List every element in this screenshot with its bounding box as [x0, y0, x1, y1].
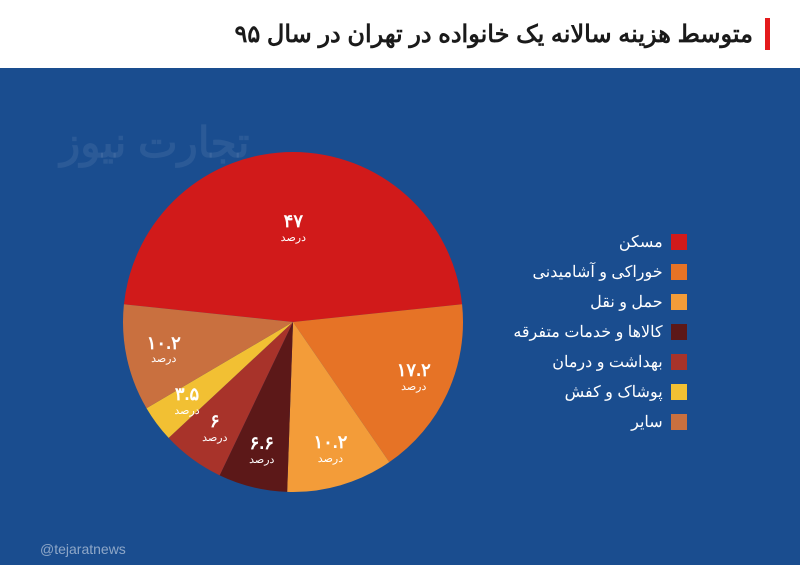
slice-value: ۴۷	[281, 212, 306, 232]
slice-label: ۴۷درصد	[281, 212, 306, 244]
legend-label: سایر	[631, 412, 663, 432]
legend-item: کالاها و خدمات متفرقه	[513, 322, 686, 342]
header: متوسط هزینه سالانه یک خانواده در تهران د…	[0, 0, 800, 68]
slice-value: ۱۰.۲	[147, 334, 181, 354]
pie-svg	[113, 142, 473, 502]
slice-value: ۱۷.۲	[397, 361, 431, 381]
legend-swatch	[671, 264, 687, 280]
slice-label: ۱۰.۲درصد	[147, 334, 181, 366]
slice-label: ۱۰.۲درصد	[313, 433, 347, 465]
legend: مسکن خوراکی و آشامیدنی حمل و نقل کالاها و خ…	[513, 212, 686, 432]
slice-label: ۶.۶درصد	[249, 434, 274, 466]
legend-label: خوراکی و آشامیدنی	[532, 262, 662, 282]
chart-container: مسکن خوراکی و آشامیدنی حمل و نقل کالاها و خ…	[40, 98, 760, 545]
chart-area: تجارت نیوز مسکنخوراکی و آشامیدنیحمل و نق…	[0, 68, 800, 565]
slice-unit: درصد	[397, 381, 431, 393]
legend-label: مسکن	[619, 232, 663, 252]
slice-unit: درصد	[281, 232, 306, 244]
legend-item: سایر	[513, 412, 686, 432]
slice-unit: درصد	[249, 454, 274, 466]
legend-label: حمل و نقل	[590, 292, 663, 312]
legend-item: حمل و نقل	[513, 292, 686, 312]
legend-label: پوشاک و کفش	[565, 382, 663, 402]
slice-value: ۳.۵	[174, 385, 199, 405]
legend-item: خوراکی و آشامیدنی	[513, 262, 686, 282]
legend-swatch	[671, 384, 687, 400]
legend-swatch	[671, 414, 687, 430]
slice-value: ۱۰.۲	[313, 433, 347, 453]
slice-value: ۶	[202, 412, 227, 432]
legend-item: بهداشت و درمان	[513, 352, 686, 372]
legend-swatch	[671, 234, 687, 250]
legend-label: کالاها و خدمات متفرقه	[513, 322, 662, 342]
slice-unit: درصد	[313, 453, 347, 465]
legend-swatch	[671, 324, 687, 340]
slice-value: ۶.۶	[249, 434, 274, 454]
legend-item: مسکن	[513, 232, 686, 252]
slice-label: ۱۷.۲درصد	[397, 361, 431, 393]
legend-label: بهداشت و درمان	[552, 352, 662, 372]
page-title: متوسط هزینه سالانه یک خانواده در تهران د…	[234, 20, 753, 49]
slice-unit: درصد	[147, 353, 181, 365]
slice-label: ۶درصد	[202, 412, 227, 444]
pie-chart: ۴۷درصد۱۷.۲درصد۱۰.۲درصد۶.۶درصد۶درصد۳.۵درص…	[113, 142, 473, 502]
slice-unit: درصد	[202, 432, 227, 444]
slice-unit: درصد	[174, 405, 199, 417]
legend-item: پوشاک و کفش	[513, 382, 686, 402]
legend-swatch	[671, 294, 687, 310]
slice-label: ۳.۵درصد	[174, 385, 199, 417]
legend-swatch	[671, 354, 687, 370]
source-handle: @tejaratnews	[40, 541, 126, 557]
title-accent-bar	[765, 18, 770, 50]
